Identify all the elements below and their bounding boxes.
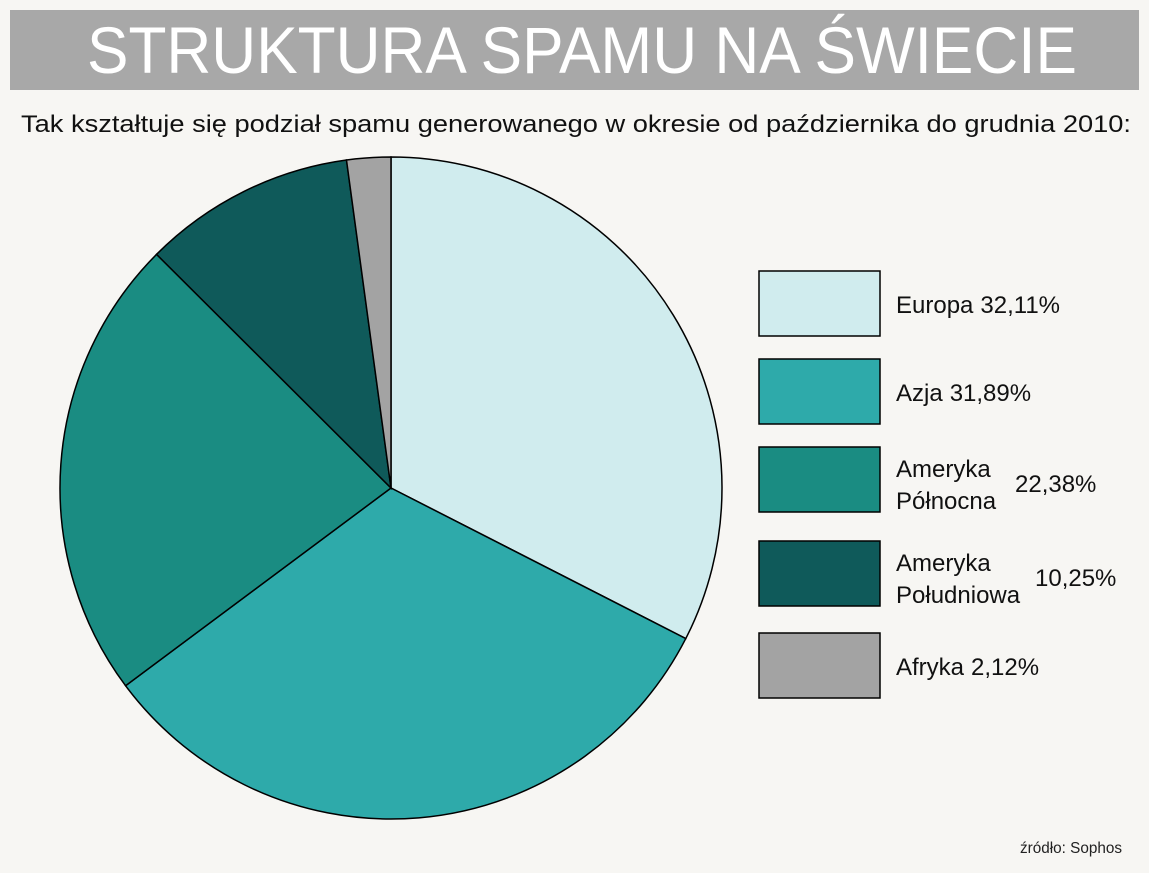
pie-slice bbox=[345, 156, 392, 489]
chart-title: STRUKTURA SPAMU NA ŚWIECIE bbox=[87, 13, 1077, 87]
title-bar bbox=[10, 10, 1139, 90]
pie-slice bbox=[155, 159, 393, 491]
legend-value: 2,12% bbox=[971, 654, 1039, 681]
pie-slice bbox=[59, 253, 393, 687]
pie-slice bbox=[390, 156, 723, 640]
legend-value: 22,38% bbox=[1015, 471, 1096, 498]
legend-label: Ameryka Południowa bbox=[896, 550, 1021, 609]
legend: Europa 32,11% Azja 31,89% Ameryka Północna 22… bbox=[758, 270, 1116, 699]
legend-value: 32,11% bbox=[980, 292, 1060, 319]
legend-swatch bbox=[758, 358, 881, 425]
subtitle: Tak kształtuje się podział spamu generow… bbox=[21, 111, 1131, 138]
source: źródło: Sophos bbox=[1020, 840, 1122, 857]
legend-swatch bbox=[758, 540, 881, 607]
pie bbox=[59, 156, 723, 820]
legend-swatch bbox=[758, 270, 881, 337]
legend-label: Afryka bbox=[896, 654, 965, 681]
legend-value: 31,89% bbox=[950, 380, 1031, 407]
legend-value: 10,25% bbox=[1035, 565, 1116, 592]
pie-slice bbox=[124, 487, 687, 820]
legend-label: Europa bbox=[896, 292, 974, 319]
legend-label: Ameryka Północna bbox=[896, 456, 997, 515]
legend-swatch bbox=[758, 632, 881, 699]
legend-label: Azja bbox=[896, 380, 943, 407]
legend-swatch bbox=[758, 446, 881, 513]
